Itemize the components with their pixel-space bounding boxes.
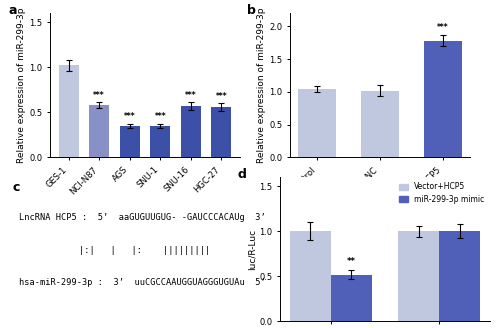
- Text: b: b: [247, 5, 256, 17]
- Text: |:|   |   |:    |||||||||: |:| | |: |||||||||: [79, 246, 210, 256]
- Bar: [424, 41, 462, 157]
- Y-axis label: Relative expression of miR-299-3p: Relative expression of miR-299-3p: [258, 8, 266, 163]
- Bar: [331, 275, 372, 321]
- Text: a: a: [8, 5, 16, 17]
- Bar: [150, 126, 170, 157]
- Text: hsa-miR-299-3p :  3’  uuCGCCAAUGGUAGGGUGUAu  5’: hsa-miR-299-3p : 3’ uuCGCCAAUGGUAGGGUGUA…: [19, 278, 266, 287]
- Y-axis label: luc/R-Luc: luc/R-Luc: [248, 229, 256, 270]
- Text: ***: ***: [124, 113, 136, 121]
- Text: ***: ***: [437, 23, 448, 32]
- Bar: [361, 91, 399, 157]
- Bar: [58, 66, 78, 157]
- Bar: [120, 126, 140, 157]
- Text: ***: ***: [216, 92, 227, 101]
- Text: ***: ***: [185, 91, 196, 100]
- Bar: [181, 106, 201, 157]
- Bar: [89, 105, 109, 157]
- Text: LncRNA HCP5 :  5’  aaGUGUUGUG- -GAUCCCACAUg  3’: LncRNA HCP5 : 5’ aaGUGUUGUG- -GAUCCCACAU…: [19, 213, 266, 222]
- Text: ***: ***: [94, 91, 105, 100]
- Text: c: c: [12, 181, 20, 195]
- Text: ***: ***: [154, 113, 166, 121]
- Bar: [212, 107, 232, 157]
- Bar: [298, 89, 336, 157]
- Legend: Vector+HCP5, miR-299-3p mimic: Vector+HCP5, miR-299-3p mimic: [398, 181, 486, 205]
- Text: **: **: [347, 257, 356, 266]
- Text: d: d: [238, 169, 247, 181]
- Bar: [290, 231, 331, 321]
- Bar: [439, 231, 480, 321]
- Bar: [398, 231, 439, 321]
- Y-axis label: Relative expression of miR-299-3p: Relative expression of miR-299-3p: [18, 8, 26, 163]
